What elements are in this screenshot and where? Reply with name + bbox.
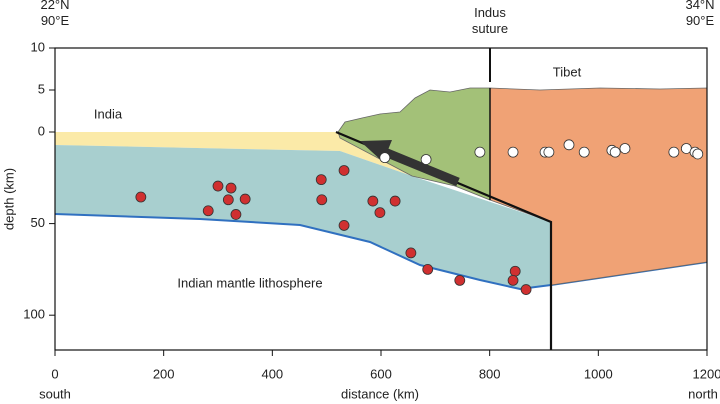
y-tick-label: 100 [23,307,45,322]
event-point [225,182,237,194]
y-tick-label: 5 [38,81,45,96]
x-tick-label: 400 [261,366,283,381]
lithosphere-base [54,213,708,291]
x-tick-label: 0 [51,366,58,381]
x-axis-label: distance (km) [341,386,419,401]
event-point [405,247,417,259]
y-tick-label: 50 [31,215,45,230]
event-point [609,146,621,158]
corner-label: 34°N 90°E [685,0,714,28]
region-label: Indian mantle lithosphere [177,275,322,290]
x-tick-label: 800 [479,366,501,381]
event-point [692,148,704,160]
india-crust [55,132,412,176]
event-point [420,154,432,165]
event-point [315,174,327,186]
y-tick-label: 0 [38,123,45,138]
event-point [338,220,350,231]
x-tick-label: 200 [153,366,175,381]
event-point [212,180,224,192]
x-tick-label: 1000 [584,366,613,381]
y-tick-label: 10 [31,39,45,54]
event-point [202,205,214,217]
event-point [422,263,434,275]
event-point [474,146,486,158]
x-tick-label: 600 [370,366,392,381]
event-point [222,194,234,206]
event-point [543,146,555,158]
event-point [367,195,379,207]
event-point [338,165,350,176]
corner-label: 22°N 90°E [40,0,69,28]
motion-arrow [378,145,460,187]
region-label: India [94,106,123,121]
event-point [507,146,519,158]
suture-label: Indus suture [472,5,508,36]
event-point [316,194,328,206]
event-point [389,195,401,207]
event-point [563,139,575,151]
event-point [239,193,251,205]
event-point [230,209,242,220]
x-tick-label: 1200 [693,366,720,381]
event-point [619,143,631,154]
event-point [578,146,590,158]
event-point [668,146,680,158]
x-end-label: south [39,386,71,401]
event-point [135,191,147,203]
event-point [509,265,521,277]
event-point [379,152,391,164]
cross-section [54,48,708,350]
mantle-lithosphere [55,145,551,289]
event-point [520,284,532,295]
event-point [507,274,519,286]
event-point [374,207,386,219]
region-label: Tibet [553,64,582,79]
y-axis-label: depth (km) [1,168,16,230]
event-point [454,274,466,286]
x-end-label: north [688,386,718,401]
accretionary-wedge [337,87,491,201]
